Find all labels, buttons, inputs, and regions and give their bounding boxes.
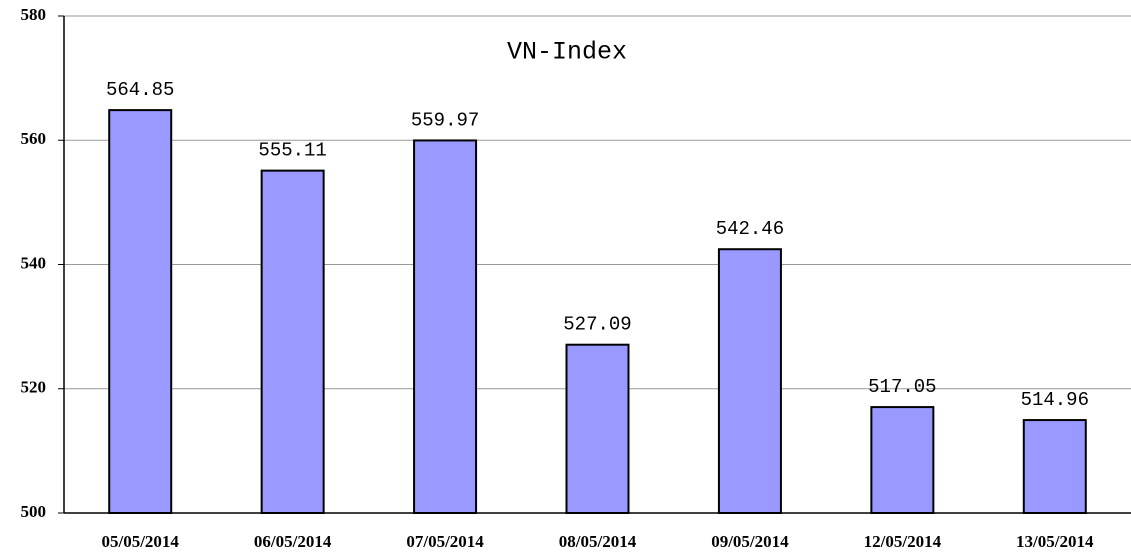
x-tick-label: 08/05/2014 — [559, 532, 637, 551]
y-tick-label: 540 — [21, 253, 47, 272]
data-label: 527.09 — [563, 314, 631, 336]
x-tick-label: 06/05/2014 — [254, 532, 332, 551]
x-tick-label: 09/05/2014 — [711, 532, 789, 551]
y-tick-label: 580 — [21, 5, 47, 24]
bar — [717, 248, 782, 514]
y-tick-label: 560 — [21, 129, 47, 148]
x-tick-label: 13/05/2014 — [1016, 532, 1094, 551]
bar — [870, 406, 935, 514]
x-tick-label: 05/05/2014 — [101, 532, 179, 551]
data-label: 517.05 — [868, 376, 936, 398]
bar — [1022, 419, 1087, 515]
bar — [260, 169, 325, 514]
data-label: 564.85 — [106, 79, 174, 101]
y-tick-label: 520 — [21, 378, 47, 397]
y-tick-label: 500 — [21, 502, 47, 521]
chart-title: VN-Index — [507, 38, 627, 67]
bar — [565, 343, 630, 514]
data-label: 542.46 — [716, 218, 784, 240]
data-label: 555.11 — [258, 140, 326, 162]
x-tick-label: 12/05/2014 — [864, 532, 942, 551]
data-label: 514.96 — [1021, 389, 1089, 411]
bar — [413, 139, 478, 514]
x-tick-label: 07/05/2014 — [406, 532, 484, 551]
data-label: 559.97 — [411, 109, 479, 131]
bar — [108, 109, 173, 514]
